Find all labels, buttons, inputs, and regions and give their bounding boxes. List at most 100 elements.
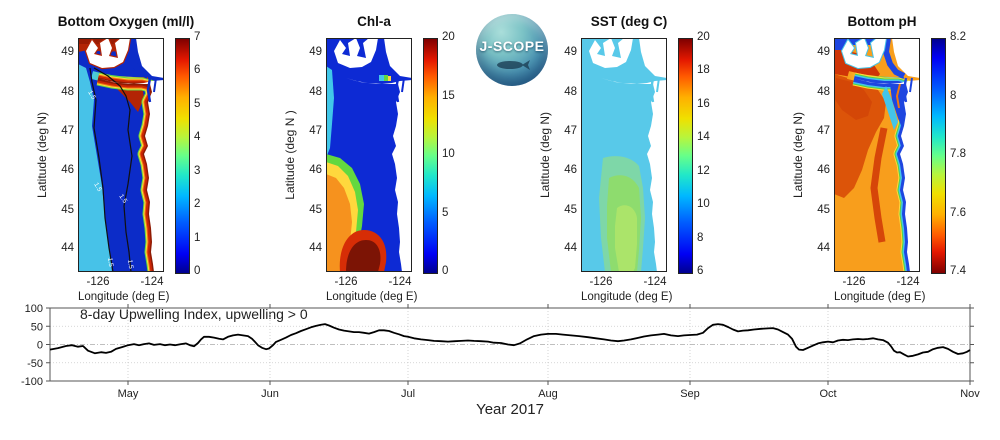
colorbar-tick-label: 20 (442, 31, 455, 43)
lat-tick: 44 (61, 242, 74, 254)
colorbar-tick-label: 14 (697, 131, 710, 144)
colorbar-tick-label: 8.2 (950, 31, 966, 43)
contour-label: 1.5 (117, 193, 128, 205)
y-tick-label: 50 (31, 321, 43, 333)
month-tick-label: Jul (401, 388, 415, 400)
lat-tick: 48 (817, 86, 830, 98)
colorbar-tick-label: 1 (194, 231, 201, 244)
lon-tick: -126 (842, 276, 866, 288)
map-bottom-oxygen: 1.5 1.5 1.5 1.5 1.5 (78, 38, 164, 272)
colorbar-tick-label: 8 (697, 231, 704, 244)
x-axis-label: Longitude (deg E) (581, 291, 673, 303)
lat-tick: 44 (309, 242, 322, 254)
colorbar-oxygen (175, 38, 190, 274)
x-axis-label: Longitude (deg E) (834, 291, 926, 303)
lat-tick: 49 (309, 46, 322, 58)
month-tick-label: Sep (680, 388, 700, 400)
panel-chl-a: Chl-a Latitude (deg N ) 49 48 47 46 45 4… (282, 0, 468, 303)
lat-tick: 46 (61, 164, 74, 176)
lat-tick: 49 (61, 46, 74, 58)
lat-tick: 46 (309, 164, 322, 176)
lat-tick: 46 (817, 164, 830, 176)
contour-label: 1.5 (86, 90, 97, 102)
panel-sst: SST (deg C) Latitude (deg N) 49 48 47 46… (537, 0, 723, 303)
lon-tick: -126 (86, 276, 110, 288)
contour-label: 1.5 (126, 259, 134, 269)
jscope-logo-text: J-SCOPE (479, 38, 545, 54)
colorbar-tick-label: 7.6 (950, 206, 966, 219)
map-sst (581, 38, 667, 272)
colorbar-tick-label: 6 (194, 64, 201, 77)
month-tick-label: Nov (960, 388, 980, 400)
colorbar-tick-label: 10 (697, 198, 710, 211)
y-tick-label: -100 (21, 376, 43, 388)
colorbar-tick-label: 7.8 (950, 148, 966, 160)
lat-tick: 48 (309, 86, 322, 98)
lon-tick: -124 (643, 276, 667, 288)
lon-tick: -126 (589, 276, 613, 288)
colorbar-tick-label: 4 (194, 131, 201, 144)
colorbar-tick-label: 7 (194, 31, 201, 43)
lat-tick: 47 (564, 125, 577, 137)
lat-tick: 44 (564, 242, 577, 254)
lon-tick: -124 (140, 276, 164, 288)
colorbar-tick-label: 15 (442, 89, 455, 102)
colorbar-tick-label: 20 (697, 31, 710, 43)
lat-tick: 45 (817, 204, 830, 216)
panel-title: SST (deg C) (590, 14, 668, 29)
jscope-logo: J-SCOPE (476, 14, 548, 86)
lon-tick: -124 (896, 276, 920, 288)
colorbar-tick-label: 5 (442, 206, 449, 219)
colorbar-tick-label: 0 (194, 265, 201, 277)
timeseries-x-axis-label: Year 2017 (476, 401, 544, 418)
lat-tick: 48 (61, 86, 74, 98)
upwelling-line (49, 323, 971, 358)
colorbar-sst (678, 38, 693, 274)
fish-icon (497, 60, 530, 70)
lon-tick: -126 (334, 276, 358, 288)
lat-tick: 45 (564, 204, 577, 216)
x-axis-label: Longitude (deg E) (326, 291, 418, 303)
panel-title: Chl-a (357, 14, 391, 29)
map-bottom-ph (834, 38, 920, 272)
timeseries-title: 8-day Upwelling Index, upwelling > 0 (80, 306, 308, 322)
month-tick-label: Jun (261, 388, 279, 400)
colorbar-chl-a (423, 38, 438, 274)
colorbar-tick-label: 6 (697, 265, 704, 277)
lat-tick: 48 (564, 86, 577, 98)
colorbar-tick-label: 3 (194, 164, 201, 177)
lat-tick: 44 (817, 242, 830, 254)
colorbar-tick-label: 8 (950, 89, 957, 102)
lat-tick: 45 (61, 204, 74, 216)
colorbar-tick-label: 0 (442, 265, 449, 277)
lat-tick: 47 (61, 125, 74, 137)
panel-title: Bottom pH (847, 14, 917, 29)
lat-tick: 47 (817, 125, 830, 137)
y-tick-label: 100 (25, 303, 43, 315)
colorbar-ph (931, 38, 946, 274)
lon-tick: -124 (388, 276, 412, 288)
lat-tick: 47 (309, 125, 322, 137)
lat-tick: 46 (564, 164, 577, 176)
colorbar-tick-label: 16 (697, 97, 710, 110)
panel-bottom-ph: Bottom pH Latitude (deg N) 49 48 47 46 4… (790, 0, 976, 303)
colorbar-tick-label: 2 (194, 198, 201, 211)
month-tick-label: May (118, 388, 139, 400)
panel-bottom-oxygen: Bottom Oxygen (ml/l) Latitude (deg N) 49… (34, 0, 220, 303)
month-tick-label: Oct (819, 388, 836, 400)
contour-label: 1.5 (92, 182, 103, 194)
lat-tick: 49 (817, 46, 830, 58)
month-tick-label: Aug (538, 388, 558, 400)
colorbar-tick-label: 18 (697, 64, 710, 77)
panel-title: Bottom Oxygen (ml/l) (57, 14, 195, 29)
map-chl-a (326, 38, 412, 272)
colorbar-tick-label: 5 (194, 97, 201, 110)
colorbar-tick-label: 10 (442, 148, 455, 160)
lat-tick: 45 (309, 204, 322, 216)
y-tick-label: 0 (37, 340, 43, 352)
contour-label: 1.5 (106, 257, 114, 267)
y-tick-label: -50 (27, 358, 43, 370)
lat-tick: 49 (564, 46, 577, 58)
